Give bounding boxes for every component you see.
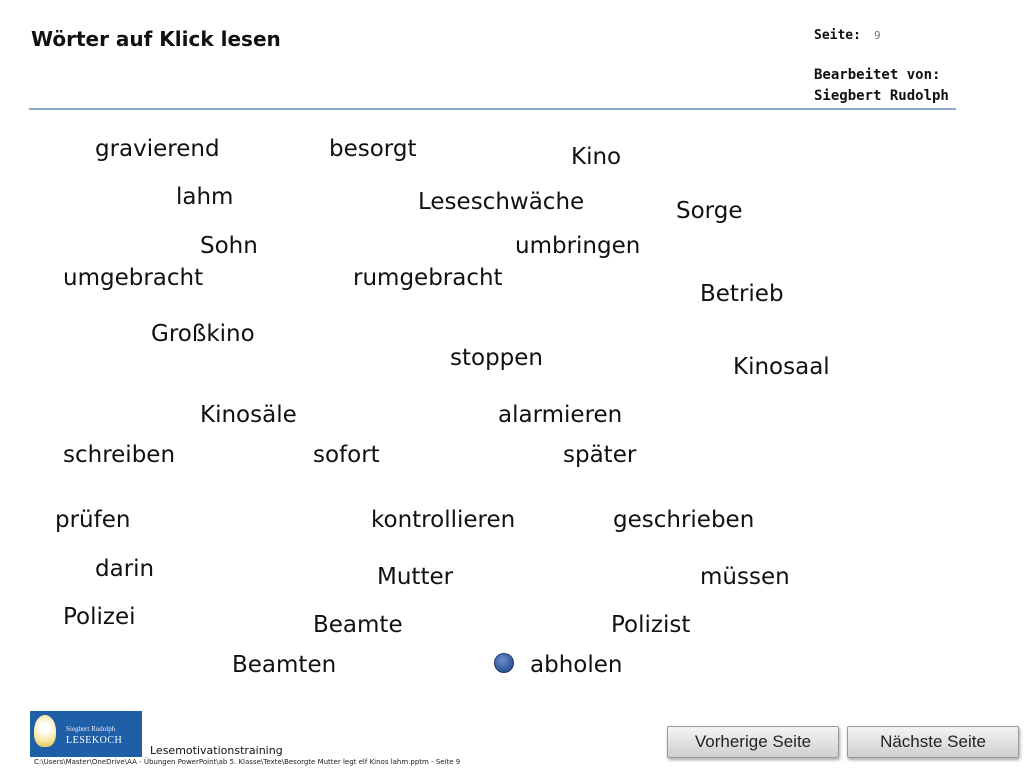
word-item[interactable]: Kinosäle: [200, 402, 297, 428]
word-item[interactable]: später: [563, 442, 637, 468]
word-item[interactable]: prüfen: [55, 507, 131, 533]
logo-author: Siegbert Rudolph: [66, 725, 116, 733]
lesekoch-logo: Siegbert Rudolph LESEKOCH: [30, 711, 142, 757]
word-item[interactable]: schreiben: [63, 442, 176, 468]
page-number: 9: [874, 29, 881, 42]
lightbulb-icon: [34, 715, 56, 747]
word-item[interactable]: Leseschwäche: [418, 189, 585, 215]
header-divider: [29, 108, 956, 110]
footer-brand: Lesemotivationstraining: [150, 744, 283, 757]
word-item[interactable]: müssen: [700, 564, 790, 590]
word-item[interactable]: sofort: [313, 442, 380, 468]
word-item[interactable]: Polizist: [611, 612, 691, 638]
word-item[interactable]: Beamte: [313, 612, 403, 638]
author-name: Siegbert Rudolph: [814, 88, 949, 104]
word-item[interactable]: lahm: [176, 184, 234, 210]
word-item[interactable]: geschrieben: [613, 507, 755, 533]
word-item[interactable]: rumgebracht: [353, 265, 503, 291]
page-label: Seite:: [814, 28, 861, 43]
word-item[interactable]: stoppen: [450, 345, 543, 371]
word-item[interactable]: umbringen: [515, 233, 641, 259]
action-dot-button[interactable]: [494, 653, 514, 673]
word-item[interactable]: alarmieren: [498, 402, 623, 428]
word-item[interactable]: umgebracht: [63, 265, 204, 291]
word-item[interactable]: darin: [95, 556, 155, 582]
word-item[interactable]: gravierend: [95, 136, 220, 162]
footer-file-path: C:\Users\Master\OneDrive\AA - Übungen Po…: [34, 758, 461, 766]
word-item[interactable]: Sorge: [676, 198, 743, 224]
word-item[interactable]: Betrieb: [700, 281, 784, 307]
previous-page-button[interactable]: Vorherige Seite: [667, 726, 839, 758]
word-item[interactable]: kontrollieren: [371, 507, 516, 533]
word-item[interactable]: Beamten: [232, 652, 337, 678]
word-item[interactable]: Polizei: [63, 604, 136, 630]
page-title: Wörter auf Klick lesen: [31, 27, 281, 51]
word-item[interactable]: Kinosaal: [733, 354, 830, 380]
word-item[interactable]: Großkino: [151, 321, 255, 347]
edited-by-label: Bearbeitet von:: [814, 67, 941, 83]
next-page-button[interactable]: Nächste Seite: [847, 726, 1019, 758]
word-item[interactable]: abholen: [530, 652, 623, 678]
logo-brand: LESEKOCH: [66, 735, 123, 746]
word-item[interactable]: Sohn: [200, 233, 258, 259]
word-item[interactable]: Kino: [571, 144, 622, 170]
word-item[interactable]: Mutter: [377, 564, 454, 590]
word-item[interactable]: besorgt: [329, 136, 417, 162]
